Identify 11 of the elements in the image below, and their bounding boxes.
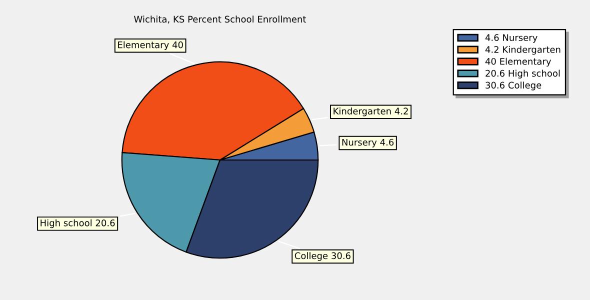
data-label: Kindergarten 4.2 — [334, 108, 408, 116]
data-label: High school 20.6 — [40, 219, 115, 228]
legend-label: 4.6 Nursery — [485, 34, 538, 43]
data-label: College 30.6 — [294, 252, 350, 261]
legend-label: 30.6 College — [486, 82, 542, 90]
legend-label: 4.2 Kindergarten — [485, 46, 560, 55]
data-label: Elementary 40 — [118, 41, 183, 50]
legend-label: 20.6 High school — [486, 70, 560, 78]
data-label: Nursery 4.6 — [342, 138, 394, 148]
chart-title: Wichita, KS Percent School Enrollment — [134, 16, 306, 24]
legend-label: 40 Elementary — [485, 58, 552, 67]
